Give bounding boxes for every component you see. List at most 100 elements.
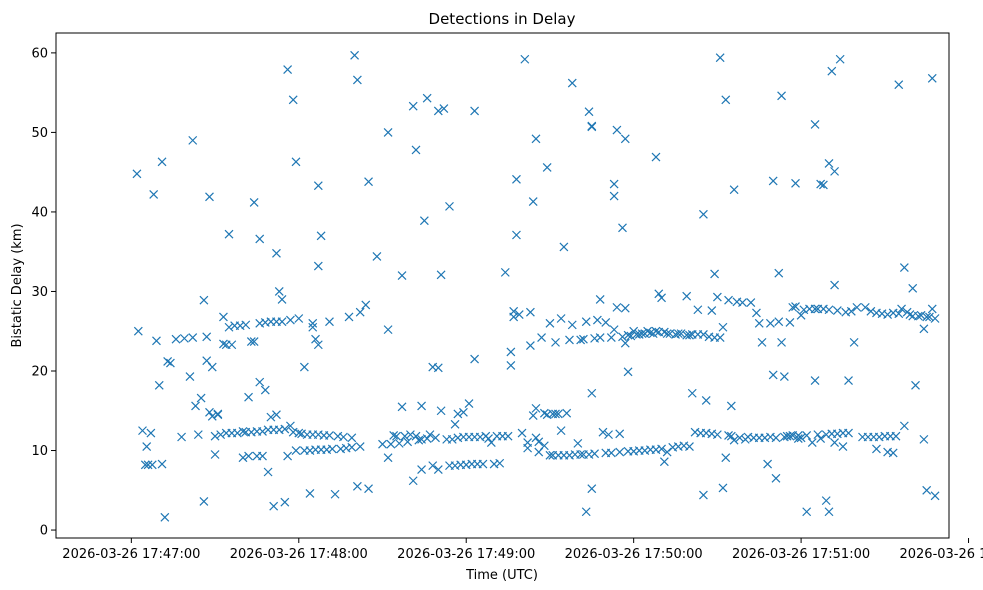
data-point: [712, 430, 722, 440]
data-point: [838, 442, 848, 451]
data-point: [202, 332, 212, 342]
data-point: [774, 317, 784, 327]
data-point: [539, 408, 549, 418]
data-point: [142, 442, 152, 451]
data-point: [138, 426, 147, 436]
data-point: [188, 333, 198, 343]
data-point: [327, 444, 337, 454]
data-point: [260, 385, 270, 395]
data-point: [500, 267, 510, 277]
data-point: [347, 442, 357, 452]
data-point: [718, 483, 728, 493]
data-point: [802, 430, 812, 440]
data-point: [422, 93, 432, 103]
data-point: [417, 465, 426, 475]
data-point: [199, 295, 209, 305]
data-point: [916, 310, 926, 320]
data-point: [339, 432, 348, 442]
data-point: [565, 335, 574, 345]
data-point: [576, 450, 586, 459]
data-point: [272, 410, 281, 420]
x-tick-label: 2026-03-26 17:48:00: [230, 547, 368, 562]
data-point: [735, 433, 745, 443]
x-axis: 2026-03-26 17:47:00 2026-03-26 17:48:00 20…: [62, 538, 983, 562]
y-tick-label: 60: [31, 46, 48, 61]
data-point: [255, 234, 265, 244]
data-point: [484, 434, 493, 444]
data-point: [687, 388, 697, 398]
data-point: [506, 361, 516, 370]
data-point: [676, 329, 686, 339]
y-axis: 0 10 20 30 40 50 60: [31, 46, 56, 539]
y-axis-label: Bistatic Delay (km): [10, 223, 25, 347]
data-point: [445, 201, 454, 211]
data-point: [601, 318, 611, 327]
data-point: [133, 326, 143, 336]
data-point: [891, 431, 901, 441]
data-point: [389, 430, 399, 440]
data-point: [930, 491, 940, 501]
data-point: [830, 166, 840, 176]
data-point: [710, 269, 720, 279]
data-point: [888, 448, 898, 458]
data-point: [802, 507, 812, 517]
data-point: [721, 95, 731, 105]
data-point: [238, 427, 248, 436]
data-point: [249, 197, 259, 207]
data-point: [417, 401, 426, 411]
data-point: [207, 362, 217, 372]
data-point: [433, 465, 443, 475]
data-point: [436, 406, 446, 416]
data-point: [883, 310, 893, 319]
data-point: [567, 320, 577, 330]
data-point: [408, 476, 418, 486]
data-point: [609, 325, 619, 335]
x-tick-label: 2026-03-26 17:49:00: [397, 547, 535, 562]
data-point: [411, 145, 421, 155]
data-point: [355, 442, 365, 451]
data-point: [894, 309, 904, 319]
data-point: [587, 388, 597, 398]
data-point: [657, 293, 666, 303]
data-point: [726, 431, 736, 441]
data-point: [590, 449, 600, 459]
data-point: [620, 338, 630, 348]
data-point: [615, 429, 625, 439]
data-point: [470, 354, 480, 364]
data-point: [852, 302, 862, 312]
data-point: [897, 304, 906, 314]
data-point: [428, 461, 438, 471]
data-point: [313, 181, 323, 191]
data-point: [464, 399, 474, 409]
data-point: [216, 430, 226, 440]
data-point: [562, 408, 572, 418]
data-point: [587, 121, 597, 131]
data-point: [824, 159, 834, 168]
data-point: [372, 252, 382, 261]
data-point: [311, 334, 320, 344]
data-point: [707, 306, 717, 315]
data-point: [693, 305, 703, 315]
data-point: [512, 174, 521, 184]
data-point: [266, 412, 276, 422]
data-point: [827, 66, 837, 76]
data-point: [866, 306, 876, 316]
data-point: [810, 304, 820, 314]
data-point: [537, 333, 546, 343]
data-point: [620, 134, 630, 144]
data-point: [397, 402, 407, 412]
data-point: [436, 270, 446, 280]
data-point: [246, 337, 256, 346]
data-point: [191, 401, 200, 411]
data-point: [405, 430, 415, 440]
data-point: [525, 341, 535, 350]
data-point: [132, 169, 142, 179]
data-point: [503, 431, 513, 441]
data-point: [662, 329, 672, 339]
data-point: [411, 431, 421, 441]
data-point: [654, 289, 664, 299]
data-point: [213, 409, 223, 419]
data-point: [618, 223, 627, 233]
